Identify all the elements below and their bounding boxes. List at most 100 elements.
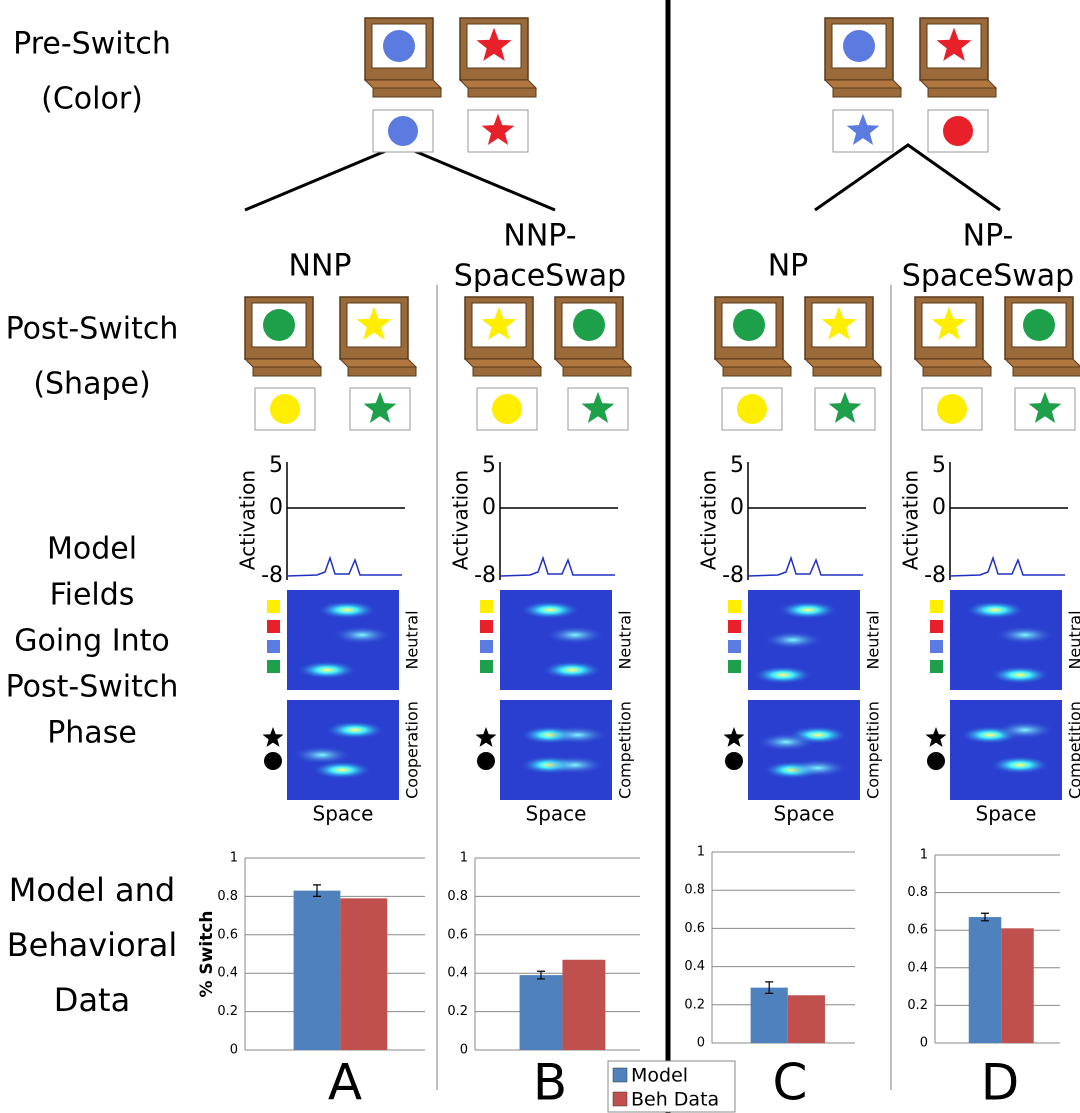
- y-tick-label: 1: [230, 851, 238, 866]
- panel-letter: C: [773, 1054, 808, 1112]
- color-key: [728, 620, 741, 633]
- y-tick-label: 0: [460, 1043, 468, 1058]
- y-tick-label: 0.8: [217, 889, 238, 904]
- monitor-base: [348, 367, 416, 376]
- y-tick-label: 0.2: [447, 1004, 468, 1019]
- row-label: Data: [54, 981, 130, 1019]
- field-blob: [778, 601, 838, 619]
- y-tick-label: 0.2: [907, 998, 928, 1013]
- circle-icon: [943, 116, 973, 146]
- field-blob: [332, 626, 392, 644]
- monitor-base: [928, 88, 996, 97]
- circle-icon: [492, 394, 522, 424]
- field-blob: [965, 601, 1025, 619]
- color-key: [480, 660, 493, 673]
- bar: [969, 917, 1002, 1043]
- row-label: (Color): [41, 82, 143, 117]
- field-blob: [990, 756, 1050, 774]
- color-key: [480, 640, 493, 653]
- activation-label: Activation: [449, 470, 473, 570]
- activation-tick: 5: [482, 453, 496, 478]
- field-blob: [753, 666, 813, 684]
- activation-label: Activation: [697, 470, 721, 570]
- y-axis-label: % Switch: [197, 910, 217, 997]
- row-label: Phase: [47, 716, 137, 751]
- monitor-base: [1005, 359, 1080, 367]
- y-tick-label: 0.4: [907, 960, 928, 975]
- activation-tick: 0: [932, 495, 946, 520]
- y-tick-label: 1: [460, 851, 468, 866]
- circle-icon: [388, 116, 418, 146]
- activation-tick: 0: [730, 495, 744, 520]
- row-label: Going Into: [14, 624, 170, 659]
- monitor-base: [715, 359, 791, 367]
- figure: Pre-Switch(Color)Post-Switch(Shape)Model…: [0, 0, 1080, 1113]
- monitor-base: [340, 359, 416, 367]
- panel-letter: D: [981, 1054, 1020, 1112]
- x-label: Space: [313, 802, 374, 826]
- bar: [294, 891, 341, 1050]
- x-label: Space: [774, 802, 835, 826]
- y-tick-label: 0.6: [684, 921, 705, 936]
- field-label: Neutral: [403, 610, 422, 669]
- star-key: [926, 727, 947, 747]
- condition-label: SpaceSwap: [902, 259, 1074, 294]
- monitor-base: [245, 359, 321, 367]
- monitor-base: [468, 88, 536, 97]
- color-key: [930, 640, 943, 653]
- circle-key: [725, 752, 743, 770]
- bar: [1001, 928, 1034, 1043]
- monitor-base: [460, 80, 536, 88]
- field-label: Neutral: [616, 610, 635, 669]
- monitor-base: [920, 80, 996, 88]
- activation-trace: [500, 558, 615, 576]
- monitor-base: [473, 367, 541, 376]
- condition-label: SpaceSwap: [454, 259, 626, 294]
- color-key: [267, 620, 280, 633]
- field-blob: [297, 661, 357, 679]
- activation-tick: -8: [722, 563, 744, 588]
- field-blob: [756, 733, 816, 751]
- field-label: Neutral: [1066, 610, 1080, 669]
- activation-tick: -8: [474, 563, 496, 588]
- bar: [520, 975, 563, 1050]
- color-key: [267, 600, 280, 613]
- x-label: Space: [526, 802, 587, 826]
- field-blob: [548, 726, 608, 744]
- row-label: (Shape): [33, 367, 150, 402]
- monitor-base: [365, 80, 441, 88]
- circle-icon: [737, 394, 767, 424]
- legend-label: Model: [631, 1065, 688, 1087]
- activation-tick: 0: [482, 495, 496, 520]
- x-label: Space: [976, 802, 1037, 826]
- color-key: [267, 660, 280, 673]
- field-label: Competition: [864, 701, 883, 799]
- monitor-base: [723, 367, 791, 376]
- y-tick-label: 0.4: [447, 966, 468, 981]
- color-key: [480, 620, 493, 633]
- field-blob: [995, 626, 1055, 644]
- field-blob: [995, 721, 1055, 739]
- color-key: [728, 600, 741, 613]
- color-key: [930, 600, 943, 613]
- activation-trace: [950, 558, 1065, 576]
- activation-tick: -8: [261, 563, 283, 588]
- field-blob: [325, 721, 385, 739]
- field-blob: [545, 756, 605, 774]
- color-key: [930, 660, 943, 673]
- field-blob: [317, 601, 377, 619]
- legend-swatch: [613, 1092, 627, 1106]
- panel-letter: A: [328, 1054, 362, 1112]
- circle-icon: [270, 394, 300, 424]
- y-tick-label: 0.2: [217, 1004, 238, 1019]
- monitor-base: [253, 367, 321, 376]
- field-blob: [788, 759, 848, 777]
- activation-trace: [748, 558, 863, 576]
- activation-tick: -8: [924, 563, 946, 588]
- circle-icon: [843, 30, 875, 62]
- circle-icon: [383, 30, 415, 62]
- condition-label: NNP-: [503, 219, 576, 254]
- monitor-base: [813, 367, 881, 376]
- field-label: Cooperation: [403, 701, 422, 799]
- circle-icon: [263, 309, 295, 341]
